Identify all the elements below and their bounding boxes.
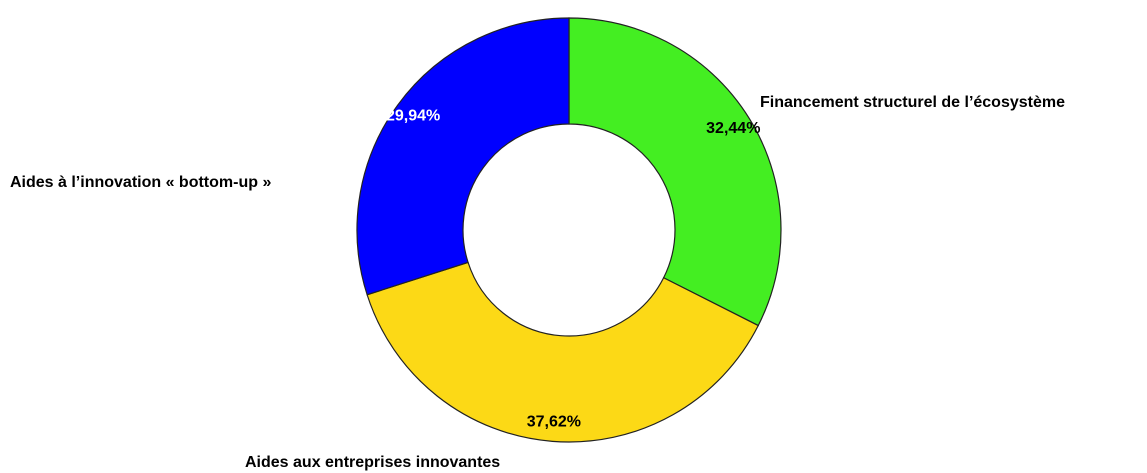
category-label: Financement structurel de l’écosystème — [760, 94, 1065, 111]
value-label: 37,62% — [527, 414, 581, 431]
category-label: Aides aux entreprises innovantes — [245, 454, 500, 471]
donut-slice — [568, 17, 782, 327]
value-label: 32,44% — [706, 120, 760, 137]
donut-slice — [366, 261, 760, 443]
category-label: Aides à l’innovation « bottom-up » — [10, 174, 271, 191]
donut-slice — [356, 17, 570, 296]
value-label: 29,94% — [386, 108, 440, 125]
